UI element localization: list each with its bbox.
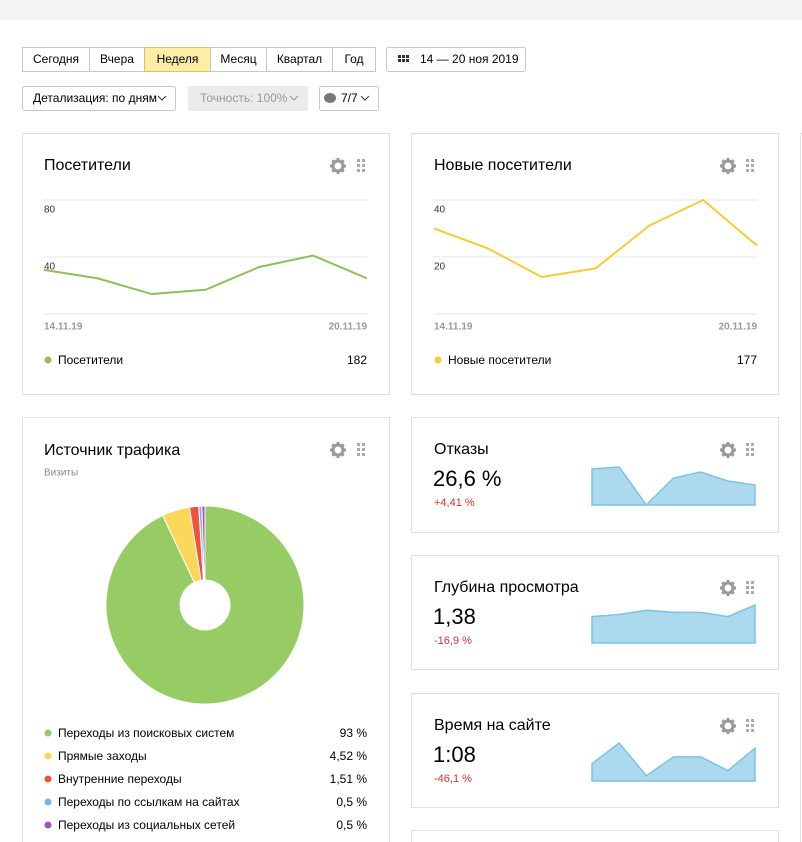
legend-label: Посетители bbox=[58, 353, 123, 367]
period-label: Сегодня bbox=[33, 52, 79, 66]
legend-dot bbox=[44, 798, 52, 806]
legend-label: Переходы из поисковых систем bbox=[58, 726, 234, 740]
card-subtitle: Визиты bbox=[44, 468, 78, 479]
legend-dot bbox=[44, 821, 52, 829]
legend-dot bbox=[44, 752, 52, 760]
period-tab[interactable] bbox=[22, 47, 90, 72]
x-tick-label: 20.11.19 bbox=[329, 322, 368, 333]
filter-label: 7/7 bbox=[341, 91, 358, 105]
metric-value: 26,6 % bbox=[433, 466, 502, 491]
metric-card bbox=[411, 830, 779, 842]
card-title: Отказы bbox=[434, 441, 489, 458]
chevron bbox=[360, 95, 370, 101]
period-label: Месяц bbox=[220, 52, 256, 66]
metric-value: 1,38 bbox=[433, 604, 476, 629]
accuracy-label: Точность: 100% bbox=[200, 91, 288, 105]
y-tick-label: 20 bbox=[434, 262, 446, 273]
x-tick-label: 14.11.19 bbox=[44, 322, 83, 333]
card-title: Время на сайте bbox=[434, 717, 551, 734]
chevron bbox=[157, 95, 167, 101]
y-tick-label: 40 bbox=[44, 262, 56, 273]
detail-label: Детализация: по дням bbox=[33, 91, 157, 105]
card-title: Глубина просмотра bbox=[434, 579, 579, 596]
detail-button[interactable] bbox=[22, 86, 176, 111]
new-visitors-card bbox=[411, 133, 779, 395]
metric-change: -16,9 % bbox=[434, 635, 472, 647]
legend-dot bbox=[434, 356, 442, 364]
period-tab[interactable] bbox=[89, 47, 145, 72]
card-title: Источник трафика bbox=[44, 442, 180, 459]
period-tab[interactable] bbox=[332, 47, 376, 72]
legend-dot bbox=[44, 775, 52, 783]
legend-value: 0,5 % bbox=[336, 818, 367, 832]
sparkline-area bbox=[591, 466, 756, 507]
legend-total: 177 bbox=[737, 353, 757, 367]
sparkline-area bbox=[591, 603, 756, 644]
filter-button[interactable] bbox=[319, 86, 379, 111]
sparkline-area bbox=[591, 741, 756, 782]
card-title: Новые посетители bbox=[434, 157, 572, 174]
legend-label: Переходы по ссылкам на сайтах bbox=[58, 795, 240, 809]
accuracy-button[interactable] bbox=[188, 86, 308, 111]
line bbox=[433, 198, 758, 278]
metric-change: -46,1 % bbox=[434, 773, 472, 785]
period-label: Вчера bbox=[100, 52, 134, 66]
pie-slice bbox=[201, 505, 206, 581]
legend-label: Прямые заходы bbox=[58, 749, 147, 763]
x-tick-label: 20.11.19 bbox=[719, 322, 758, 333]
pie-slice bbox=[105, 505, 305, 705]
period-label: Квартал bbox=[277, 52, 322, 66]
legend-label: Переходы из социальных сетей bbox=[58, 818, 235, 832]
card-title: Посетители bbox=[44, 157, 131, 174]
period-label: Год bbox=[344, 52, 363, 66]
period-tab[interactable] bbox=[266, 47, 333, 72]
period-label: Неделя bbox=[157, 52, 199, 66]
period-tab[interactable] bbox=[210, 47, 267, 72]
visitors-card bbox=[22, 133, 390, 395]
x-tick-label: 14.11.19 bbox=[434, 322, 473, 333]
legend-total: 182 bbox=[347, 353, 367, 367]
calendar-icon bbox=[398, 55, 409, 62]
period-tab[interactable] bbox=[144, 47, 211, 72]
top-bar bbox=[0, 0, 802, 20]
legend-value: 93 % bbox=[340, 726, 368, 740]
metric-card bbox=[411, 693, 779, 808]
y-tick-label: 80 bbox=[44, 205, 56, 216]
line bbox=[43, 254, 368, 296]
legend-dot bbox=[44, 729, 52, 737]
legend-value: 1,51 % bbox=[330, 772, 368, 786]
metric-card bbox=[411, 555, 779, 670]
date-range: 14 — 20 ноя 2019 bbox=[420, 52, 519, 66]
legend-label: Внутренние переходы bbox=[58, 772, 182, 786]
filter-icon bbox=[324, 93, 336, 103]
legend-value: 0,5 % bbox=[336, 795, 367, 809]
metric-value: 1:08 bbox=[433, 742, 476, 767]
legend-label: Новые посетители bbox=[448, 353, 551, 367]
y-tick-label: 40 bbox=[434, 205, 446, 216]
legend-value: 4,52 % bbox=[330, 749, 368, 763]
metric-change: +4,41 % bbox=[434, 497, 475, 509]
date-button[interactable] bbox=[386, 47, 526, 72]
chevron bbox=[289, 95, 299, 101]
legend-dot bbox=[44, 356, 52, 364]
side-card bbox=[800, 133, 802, 842]
